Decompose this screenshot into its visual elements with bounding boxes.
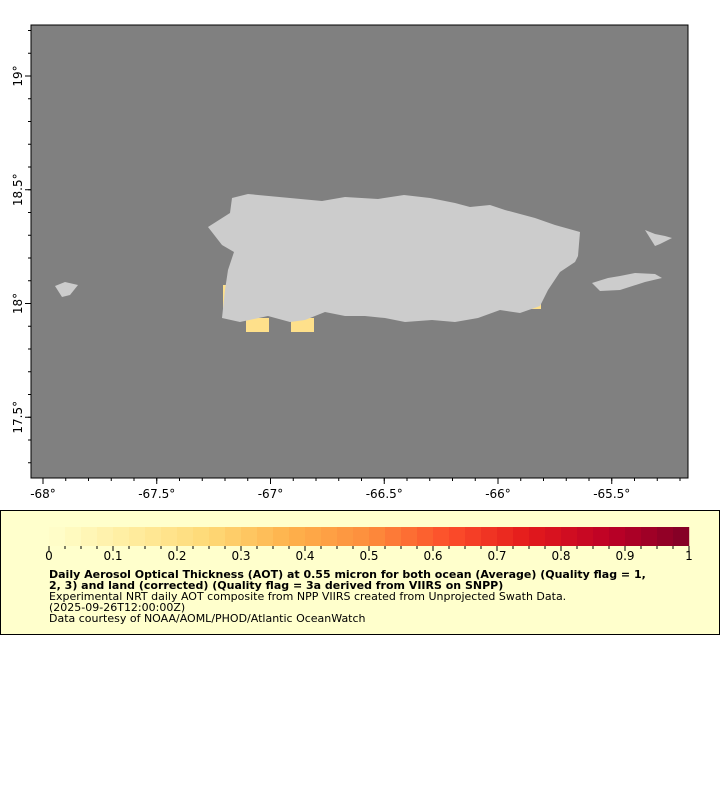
colorbar-swatch xyxy=(241,527,258,546)
colorbar-swatch xyxy=(225,527,242,546)
colorbar-swatch xyxy=(193,527,210,546)
colorbar-label: 0.6 xyxy=(423,549,443,563)
colorbar-swatch xyxy=(625,527,642,546)
colorbar-swatch xyxy=(513,527,530,546)
colorbar xyxy=(48,527,690,551)
colorbar-swatch xyxy=(305,527,322,546)
legend-title-line2: 2, 3) and land (corrected) (Quality flag… xyxy=(49,579,504,592)
colorbar-label: 0.4 xyxy=(295,549,315,563)
legend-panel: 0 0.1 0.2 0.3 0.4 0.5 0.6 0.7 0.8 0.9 1 Daily Aero… xyxy=(0,510,720,635)
colorbar-swatch xyxy=(641,527,658,546)
colorbar-swatch xyxy=(577,527,594,546)
colorbar-label: 0.2 xyxy=(167,549,187,563)
map-plot: -68° -67.5° -67° -66.5° -66° -65.5° 19° 18.5° 18… xyxy=(11,24,689,501)
lon-tick-label: -67° xyxy=(258,487,284,501)
colorbar-swatch xyxy=(49,527,66,546)
colorbar-swatch xyxy=(417,527,434,546)
colorbar-swatch xyxy=(481,527,498,546)
colorbar-label: 0.9 xyxy=(615,549,635,563)
colorbar-swatch xyxy=(113,527,130,546)
colorbar-swatch xyxy=(145,527,162,546)
colorbar-swatch xyxy=(593,527,610,546)
lat-tick-label: 17.5° xyxy=(11,401,25,434)
lat-tick-label: 18° xyxy=(11,293,25,314)
colorbar-swatch xyxy=(609,527,626,546)
colorbar-swatch xyxy=(321,527,338,546)
colorbar-swatch xyxy=(657,527,674,546)
colorbar-swatch xyxy=(529,527,546,546)
colorbar-swatch xyxy=(465,527,482,546)
legend-title-line1: Daily Aerosol Optical Thickness (AOT) at… xyxy=(49,568,646,581)
colorbar-label: 0.7 xyxy=(487,549,507,563)
colorbar-swatch xyxy=(97,527,114,546)
colorbar-swatch xyxy=(545,527,562,546)
lon-tick-label: -65.5° xyxy=(593,487,630,501)
colorbar-label: 0.5 xyxy=(359,549,379,563)
aot-cell xyxy=(291,318,314,332)
mona-island xyxy=(55,282,78,297)
colorbar-swatch xyxy=(289,527,306,546)
lat-tick-label: 19° xyxy=(11,65,25,86)
legend-time: (2025-09-26T12:00:00Z) xyxy=(49,601,186,614)
legend-summary: Experimental NRT daily AOT composite fro… xyxy=(49,590,567,603)
colorbar-swatch xyxy=(273,527,290,546)
lat-tick-label: 18.5° xyxy=(11,173,25,206)
colorbar-label: 0.8 xyxy=(551,549,571,563)
colorbar-swatch xyxy=(65,527,82,546)
colorbar-swatch xyxy=(161,527,178,546)
vieques-island xyxy=(592,273,662,291)
culebra-island xyxy=(645,230,672,246)
colorbar-swatch xyxy=(257,527,274,546)
colorbar-label: 0 xyxy=(45,549,53,563)
colorbar-label: 1 xyxy=(685,549,693,563)
colorbar-swatch xyxy=(337,527,354,546)
colorbar-swatch xyxy=(561,527,578,546)
lon-tick-label: -67.5° xyxy=(138,487,175,501)
puerto-rico-land xyxy=(208,194,580,322)
colorbar-swatch xyxy=(177,527,194,546)
colorbar-label: 0.1 xyxy=(103,549,123,563)
aot-cell xyxy=(246,318,269,332)
colorbar-swatch xyxy=(129,527,146,546)
colorbar-swatch xyxy=(369,527,386,546)
lon-tick-label: -66.5° xyxy=(366,487,403,501)
colorbar-swatch xyxy=(401,527,418,546)
colorbar-swatch xyxy=(385,527,402,546)
colorbar-swatch xyxy=(433,527,450,546)
legend-credit: Data courtesy of NOAA/AOML/PHOD/Atlantic… xyxy=(49,612,366,625)
colorbar-label: 0.3 xyxy=(231,549,251,563)
lon-tick-label: -66° xyxy=(485,487,511,501)
colorbar-swatch xyxy=(209,527,226,546)
colorbar-swatch xyxy=(497,527,514,546)
colorbar-swatch xyxy=(673,527,690,546)
colorbar-swatch xyxy=(81,527,98,546)
colorbar-swatch xyxy=(449,527,466,546)
lon-tick-label: -68° xyxy=(30,487,56,501)
colorbar-swatch xyxy=(353,527,370,546)
